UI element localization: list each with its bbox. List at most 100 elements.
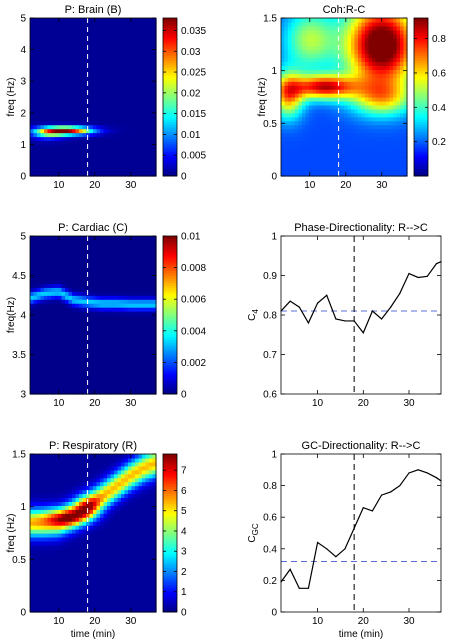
heatmap-cell xyxy=(47,307,52,312)
heatmap-cell xyxy=(114,330,119,336)
colorbar-swatch xyxy=(163,158,177,162)
heatmap-cell xyxy=(44,61,49,66)
heatmap-cell xyxy=(72,25,77,31)
heatmap-cell xyxy=(365,41,370,47)
heatmap-cell xyxy=(152,18,157,23)
heatmap-cell xyxy=(51,461,56,467)
heatmap-cell xyxy=(365,128,370,134)
heatmap-cell xyxy=(72,322,77,328)
heatmap-cell xyxy=(347,140,352,145)
heatmap-cell xyxy=(145,164,150,169)
heatmap-cell xyxy=(100,53,105,59)
heatmap-cell xyxy=(389,124,394,130)
heatmap-cell xyxy=(47,239,52,245)
heatmap-cell xyxy=(40,81,45,86)
colorbar-swatch xyxy=(163,238,177,242)
heatmap-cell xyxy=(33,338,38,344)
heatmap-cell xyxy=(44,259,49,265)
heatmap-cell xyxy=(30,124,35,130)
heatmap-cell xyxy=(330,97,335,102)
heatmap-cell xyxy=(149,330,154,336)
heatmap-cell xyxy=(89,251,94,257)
heatmap-cell xyxy=(361,156,366,161)
heatmap-cell xyxy=(284,61,289,66)
heatmap-cell xyxy=(54,29,59,35)
heatmap-cell xyxy=(61,311,66,316)
heatmap-cell xyxy=(340,61,345,66)
colorbar-swatch xyxy=(163,141,177,145)
heatmap-cell xyxy=(58,29,63,35)
heatmap-cell xyxy=(82,279,87,284)
heatmap-cell xyxy=(58,267,63,273)
heatmap-cell xyxy=(344,168,349,173)
heatmap-cell xyxy=(110,89,115,94)
heatmap-cell xyxy=(86,287,91,292)
heatmap-cell xyxy=(138,374,143,379)
heatmap-cell xyxy=(44,525,49,530)
colorbar-swatch xyxy=(163,332,177,336)
heatmap-cell xyxy=(121,366,126,371)
heatmap-cell xyxy=(393,112,398,118)
heatmap-cell xyxy=(340,85,345,90)
heatmap-cell xyxy=(389,85,394,90)
heatmap-cell xyxy=(65,136,70,142)
colorbar-swatch xyxy=(414,168,428,172)
heatmap-cell xyxy=(72,156,77,161)
heatmap-cell xyxy=(358,164,363,169)
heatmap-cell xyxy=(100,168,105,173)
heatmap-cell xyxy=(117,303,122,308)
heatmap-cell xyxy=(79,152,84,157)
heatmap-cell xyxy=(40,489,45,495)
heatmap-cell xyxy=(72,53,77,59)
heatmap-cell xyxy=(114,53,119,59)
heatmap-cell xyxy=(403,41,408,47)
heatmap-cell xyxy=(79,168,84,173)
heatmap-cell xyxy=(288,168,293,173)
heatmap-cell xyxy=(389,29,394,35)
heatmap-cell xyxy=(365,120,370,126)
heatmap-cell xyxy=(365,124,370,130)
heatmap-cell xyxy=(30,236,35,241)
heatmap-cell xyxy=(316,132,321,138)
heatmap-cell xyxy=(33,81,38,86)
heatmap-cell xyxy=(375,124,380,130)
heatmap-cell xyxy=(114,89,119,94)
heatmap-cell xyxy=(75,350,80,356)
heatmap-cell xyxy=(96,382,101,387)
heatmap-cell xyxy=(54,295,59,300)
heatmap-cell xyxy=(382,160,387,165)
heatmap-cell xyxy=(396,25,401,31)
heatmap-cell xyxy=(103,366,108,371)
heatmap-cell xyxy=(365,100,370,106)
heatmap-cell xyxy=(131,275,136,281)
heatmap-cell xyxy=(68,318,73,324)
heatmap-cell xyxy=(82,275,87,281)
heatmap-cell xyxy=(114,81,119,86)
heatmap-cell xyxy=(330,61,335,66)
heatmap-cell xyxy=(358,93,363,98)
colorbar-swatch xyxy=(163,268,177,272)
heatmap-cell xyxy=(37,382,42,387)
heatmap-cell xyxy=(72,295,77,300)
heatmap-cell xyxy=(396,124,401,130)
heatmap-cell xyxy=(30,251,35,257)
heatmap-cell xyxy=(135,390,140,395)
heatmap-cell xyxy=(358,61,363,66)
heatmap-cell xyxy=(86,49,91,55)
heatmap-cell xyxy=(117,283,122,288)
heatmap-cell xyxy=(281,65,286,70)
heatmap-cell xyxy=(58,382,63,387)
heatmap-cell xyxy=(358,120,363,126)
heatmap-cell xyxy=(82,386,87,391)
heatmap-cell xyxy=(82,382,87,387)
heatmap-cell xyxy=(72,382,77,387)
heatmap-cell xyxy=(33,350,38,356)
heatmap-cell xyxy=(138,279,143,284)
heatmap-cell xyxy=(316,49,321,55)
heatmap-cell xyxy=(40,509,45,514)
heatmap-cell xyxy=(149,322,154,328)
heatmap-cell xyxy=(152,156,157,161)
heatmap-cell xyxy=(131,322,136,328)
heatmap-cell xyxy=(372,164,377,169)
